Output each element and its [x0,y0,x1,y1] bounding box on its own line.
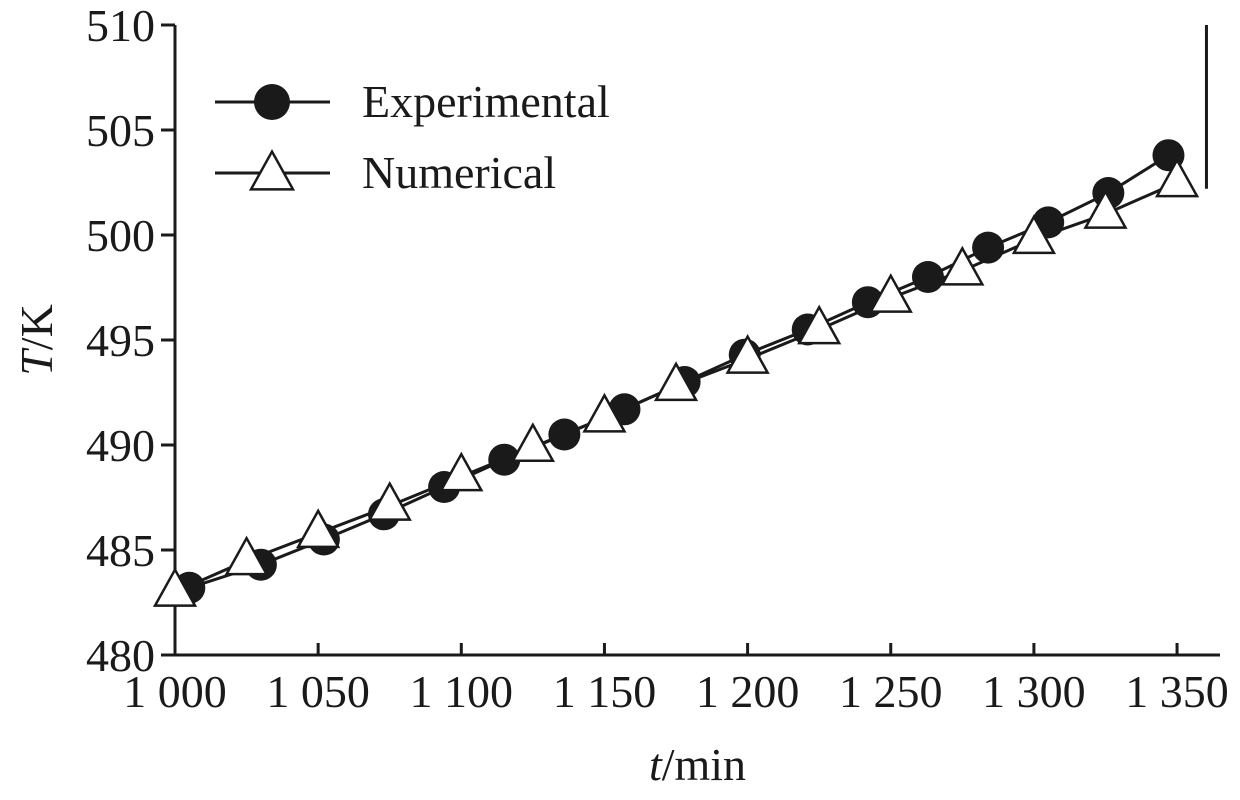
legend-marker-experimental [254,84,290,120]
data-point-numerical [224,535,269,576]
y-tick-label: 480 [86,630,155,681]
x-tick-label: 1 300 [982,666,1086,717]
data-point-numerical [797,304,842,345]
x-tick-label: 1 350 [1125,666,1229,717]
data-point-numerical [653,361,699,402]
x-axis-title-symbol: t [649,739,663,790]
y-tick-label: 500 [86,210,155,261]
data-point-numerical [1083,189,1128,229]
data-point-numerical [367,481,412,521]
y-axis-title: T/K [11,304,62,376]
x-axis-title-unit: /min [662,739,746,790]
data-point-numerical [725,334,770,374]
y-tick-label: 490 [86,420,155,471]
legend-label-experimental: Experimental [362,76,610,127]
legend-label-numerical: Numerical [362,147,556,198]
y-tick-label: 485 [86,525,155,576]
x-tick-label: 1 200 [696,666,800,717]
data-point-experimental [911,261,944,293]
data-point-numerical [940,245,985,286]
data-point-numerical [296,508,341,549]
axes-layer: 480 485 490 495 500 505 510 1 000 1 050 1 100 1 15… [11,0,1229,790]
data-point-numerical [152,567,198,607]
data-point-numerical [1011,214,1057,255]
data-point-numerical [439,451,484,492]
y-axis-title-unit: /K [11,304,62,350]
y-axis-title-symbol: T [11,347,62,376]
data-point-numerical [510,422,556,463]
x-tick-label: 1 100 [410,666,514,717]
x-tick-label: 1 150 [553,666,657,717]
legend-marker-numerical [248,148,296,191]
x-tick-label: 1 250 [839,666,943,717]
data-point-numerical [582,392,627,433]
x-tick-label: 1 000 [123,666,227,717]
y-tick-label: 510 [86,0,155,51]
data-point-numerical [1154,157,1200,198]
data-point-numerical [868,273,913,313]
y-tick-label: 505 [86,105,155,156]
x-axis-title: t/min [649,739,746,790]
y-tick-label: 495 [86,315,155,366]
legend: Experimental Numerical [215,76,610,198]
x-tick-label: 1 050 [266,666,370,717]
series-layer [152,139,1200,607]
